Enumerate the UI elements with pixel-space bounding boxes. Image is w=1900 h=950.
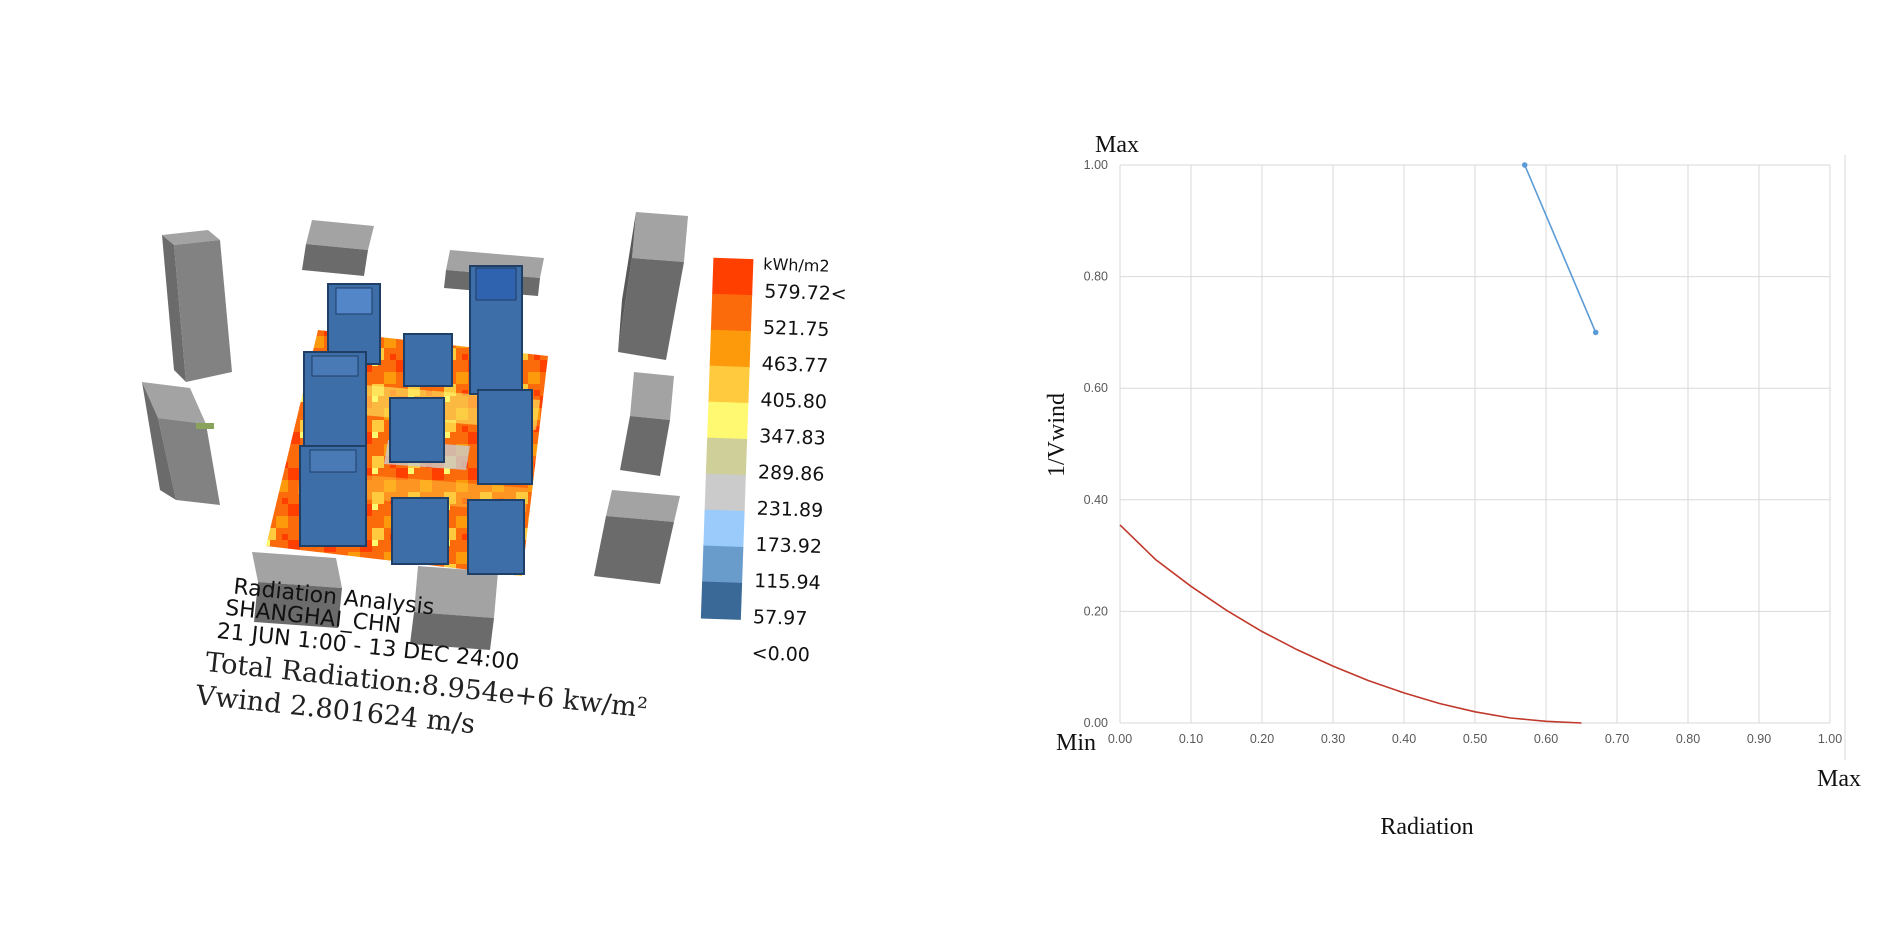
legend-swatch [702, 545, 744, 584]
towers [299, 265, 533, 575]
y-tick-label: 0.80 [1084, 270, 1108, 284]
context-building [620, 372, 674, 476]
analysis-info: Radiation Analysis SHANGHAI_CHN 21 JUN 1… [193, 575, 649, 741]
context-building [410, 566, 498, 650]
tower [403, 333, 453, 387]
radiation-scene: kWh/m2 579.72< 521.75 463.77 405.80 347.83 289… [142, 212, 847, 741]
series-point [1592, 329, 1599, 336]
x-tick-label: 0.70 [1605, 732, 1629, 746]
legend-label: 521.75 [763, 317, 830, 341]
x-tick-label: 0.80 [1676, 732, 1700, 746]
legend-swatch [707, 401, 749, 441]
legend-label: 173.92 [755, 534, 822, 558]
context-building [252, 552, 342, 628]
legend-label: 579.72< [764, 281, 847, 306]
x-tick-label: 0.50 [1463, 732, 1487, 746]
y-tick-label: 0.20 [1084, 604, 1108, 618]
context-building [142, 382, 220, 505]
legend-swatch [712, 257, 754, 297]
legend-swatch [705, 437, 748, 476]
series-line-points [1523, 164, 1597, 333]
legend-swatch [710, 293, 753, 333]
x-tick-label: 1.00 [1818, 732, 1842, 746]
legend-swatch [704, 473, 746, 512]
x-tick-label: 0.60 [1534, 732, 1558, 746]
tower [389, 397, 445, 463]
series-line-curve [1119, 524, 1582, 724]
tower [391, 497, 449, 565]
legend-swatch [709, 329, 751, 369]
context-building [594, 490, 680, 584]
legend-swatch [708, 365, 750, 405]
x-tick-label: 0.30 [1321, 732, 1345, 746]
y-tick-label: 1.00 [1084, 158, 1108, 172]
legend-label: 463.77 [761, 353, 828, 377]
legend-unit: kWh/m2 [763, 254, 830, 275]
x-axis-title: Radiation [1380, 814, 1473, 840]
series-point [1521, 162, 1528, 168]
x-max-label: Max [1817, 766, 1861, 792]
legend-label: 289.86 [758, 461, 825, 485]
radiation-legend: kWh/m2 579.72< 521.75 463.77 405.80 347.83 289… [700, 254, 847, 666]
x-tick-label: 0.90 [1747, 732, 1771, 746]
context-building [302, 220, 374, 276]
y-axis-title: 1/Vwind [1044, 393, 1070, 477]
tower [327, 283, 381, 365]
tower [467, 499, 525, 575]
legend-swatch [703, 509, 745, 548]
radiation-wind-chart: 0.00 0.10 0.20 0.30 0.40 0.50 0.60 0.70 0.80 0.90… [1044, 132, 1861, 840]
legend-label: <0.00 [751, 642, 810, 666]
x-tick-label: 0.20 [1250, 732, 1274, 746]
y-tick-label: 0.60 [1084, 381, 1108, 395]
legend-label: 347.83 [759, 425, 826, 449]
context-buildings [142, 212, 688, 650]
x-tick-label: 0.10 [1179, 732, 1203, 746]
context-building [618, 212, 688, 360]
x-tick-label: 0.40 [1392, 732, 1416, 746]
tower [477, 389, 533, 485]
origin-min-label: Min [1056, 730, 1096, 756]
tower [303, 351, 367, 461]
context-building [162, 230, 232, 382]
legend-label: 115.94 [754, 570, 821, 594]
legend-label: 231.89 [756, 498, 823, 522]
x-tick-label: 0.00 [1108, 732, 1132, 746]
y-tick-label: 0.00 [1084, 716, 1108, 730]
y-max-label: Max [1095, 132, 1139, 158]
tower [299, 445, 367, 547]
tower [469, 265, 523, 395]
legend-label: 405.80 [760, 389, 827, 413]
y-tick-label: 0.40 [1084, 493, 1108, 507]
legend-label: 57.97 [753, 606, 808, 630]
legend-swatch [700, 581, 743, 620]
